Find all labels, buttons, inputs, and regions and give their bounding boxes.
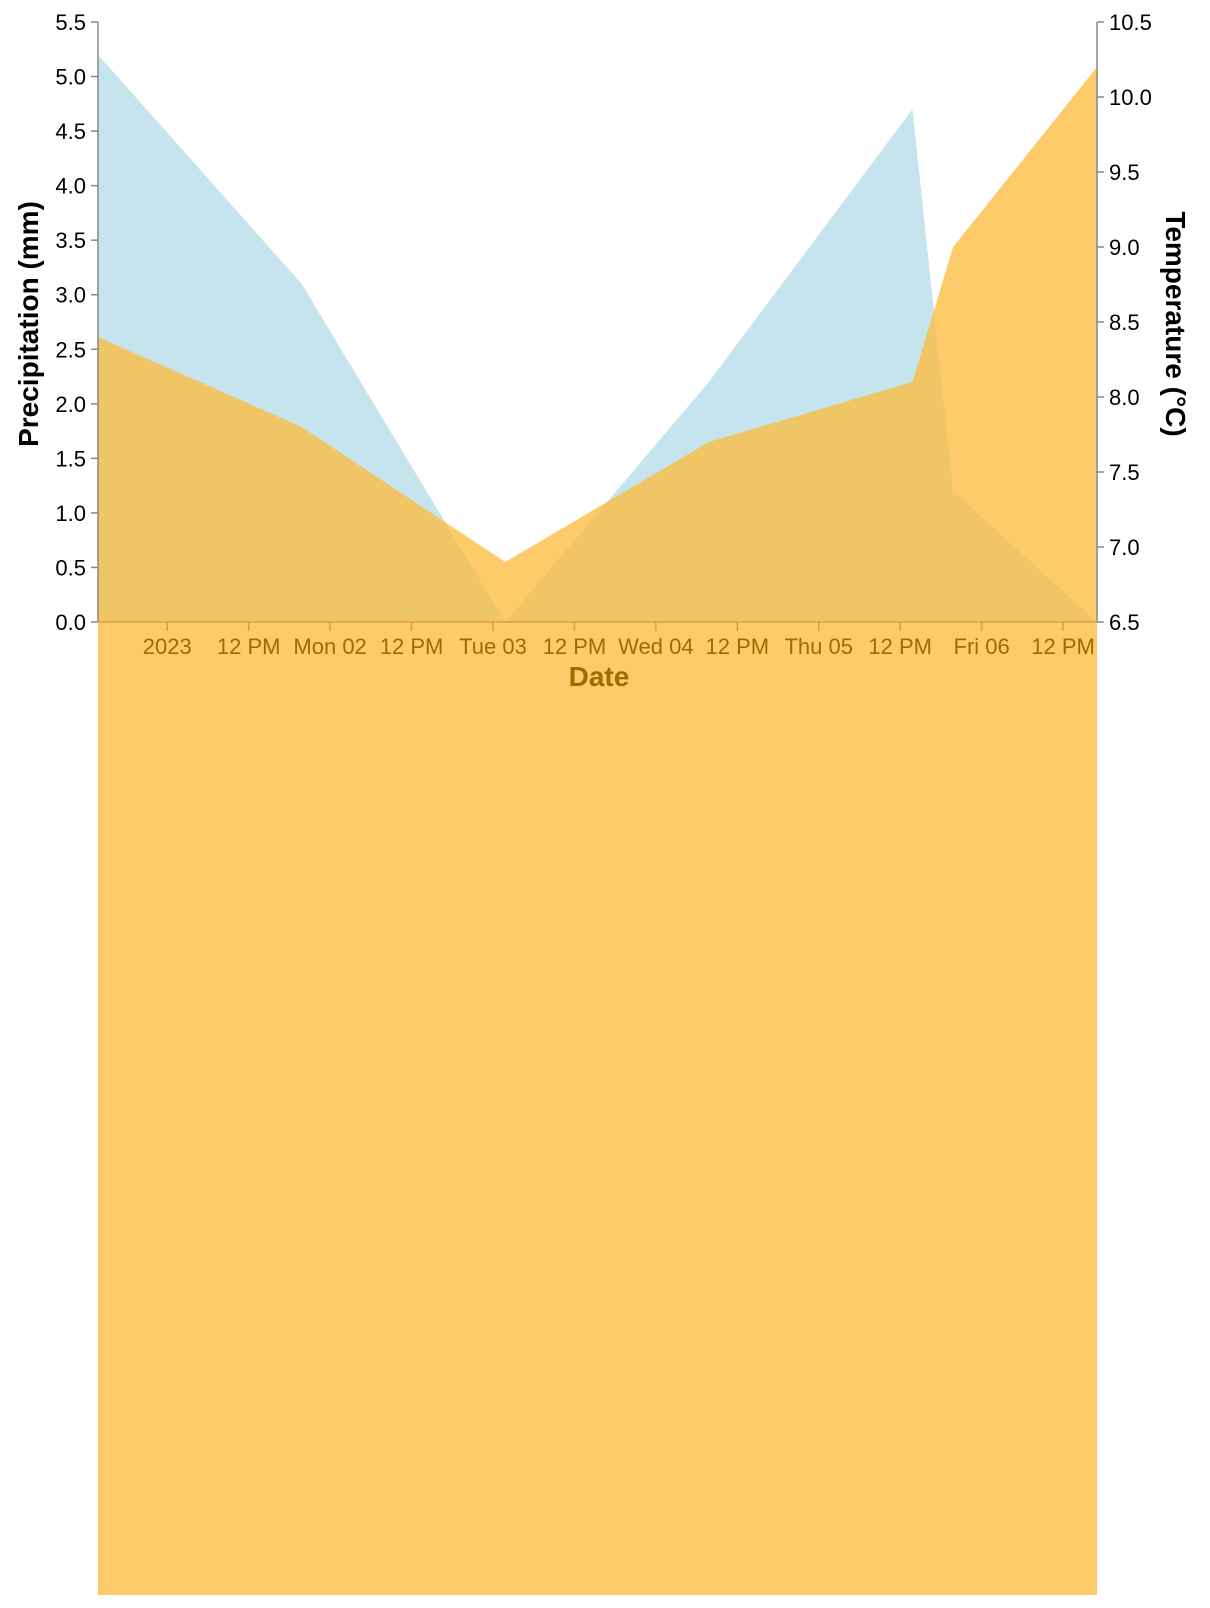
right-tick-label: 7.0 bbox=[1109, 535, 1140, 560]
x-axis: 2023 12 PM Mon 02 12 PM Tue 03 12 PM Wed 04 12 … bbox=[98, 621, 1097, 659]
x-tick-label: Mon 02 bbox=[293, 634, 366, 659]
x-axis-title: Date bbox=[569, 661, 630, 692]
x-tick-label: 12 PM bbox=[217, 634, 281, 659]
left-tick-label: 1.0 bbox=[55, 501, 86, 526]
right-tick-label: 10.0 bbox=[1109, 85, 1152, 110]
right-tick-label: 9.5 bbox=[1109, 160, 1140, 185]
left-tick-label: 0.5 bbox=[55, 555, 86, 580]
left-tick-label: 4.5 bbox=[55, 119, 86, 144]
x-tick-label: Fri 06 bbox=[954, 634, 1010, 659]
left-tick-label: 2.0 bbox=[55, 392, 86, 417]
x-tick-label: 2023 bbox=[143, 634, 192, 659]
right-tick-label: 8.0 bbox=[1109, 385, 1140, 410]
left-tick-label: 4.0 bbox=[55, 174, 86, 199]
x-tick-label: 12 PM bbox=[543, 634, 607, 659]
right-tick-label: 8.5 bbox=[1109, 310, 1140, 335]
left-tick-label: 1.5 bbox=[55, 446, 86, 471]
x-tick-label: Tue 03 bbox=[459, 634, 527, 659]
left-tick-label: 0.0 bbox=[55, 610, 86, 635]
left-y-axis: 0.0 0.5 1.0 1.5 2.0 2.5 3.0 3.5 4.0 4.5 5.0 5.5 bbox=[55, 10, 99, 635]
y-axis-title-left: Precipitation (mm) bbox=[13, 201, 44, 447]
x-tick-label: 12 PM bbox=[868, 634, 932, 659]
right-tick-label: 6.5 bbox=[1109, 610, 1140, 635]
left-tick-label: 5.5 bbox=[55, 10, 86, 35]
right-y-axis: 6.5 7.0 7.5 8.0 8.5 9.0 9.5 10.0 10.5 bbox=[1096, 10, 1152, 635]
left-tick-label: 2.5 bbox=[55, 337, 86, 362]
left-tick-label: 3.5 bbox=[55, 228, 86, 253]
x-tick-label: Thu 05 bbox=[784, 634, 853, 659]
x-tick-label: 12 PM bbox=[380, 634, 444, 659]
right-tick-label: 10.5 bbox=[1109, 10, 1152, 35]
left-tick-label: 5.0 bbox=[55, 65, 86, 90]
right-tick-label: 7.5 bbox=[1109, 460, 1140, 485]
x-tick-label: Wed 04 bbox=[618, 634, 693, 659]
y-axis-title-right: Temperature (°C) bbox=[1160, 211, 1191, 436]
right-tick-label: 9.0 bbox=[1109, 235, 1140, 260]
left-tick-label: 3.0 bbox=[55, 283, 86, 308]
x-tick-label: 12 PM bbox=[1031, 634, 1095, 659]
x-tick-label: 12 PM bbox=[706, 634, 770, 659]
area-layer bbox=[98, 54, 1097, 1595]
temperature-area bbox=[98, 67, 1097, 1595]
